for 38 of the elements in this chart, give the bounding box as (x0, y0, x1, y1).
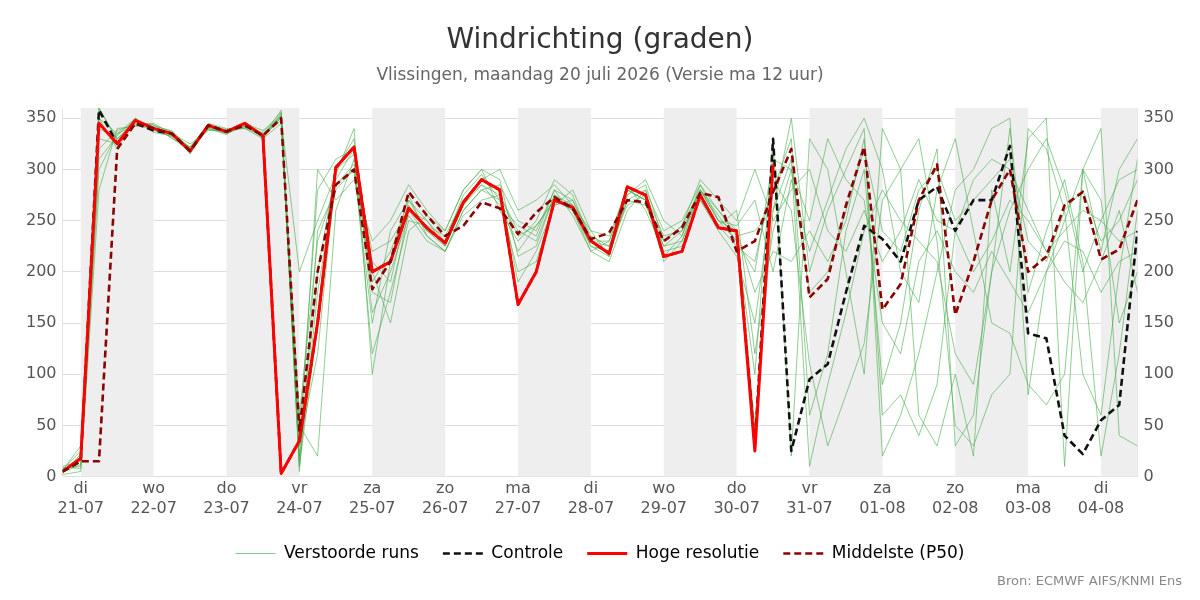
chart-subtitle: Vlissingen, maandag 20 juli 2026 (Versie ma 12 uur) (376, 64, 824, 85)
x-tick-label: do 30-07 (713, 478, 760, 517)
y2-tick-label: 200 (1143, 260, 1175, 280)
chart-title: Windrichting (graden) (446, 22, 754, 56)
x-tick-label: wo 22-07 (130, 478, 177, 517)
x-tick-label: di 04-08 (1077, 478, 1125, 517)
y-tick-label: 200 (25, 260, 57, 280)
y2-tick-label: 300 (1143, 158, 1175, 178)
y-tick-label: 150 (25, 312, 57, 332)
legend-label: Verstoorde runs (284, 541, 419, 562)
x-tick-label: di 21-07 (57, 478, 105, 517)
legend-label: Hoge resolutie (635, 541, 760, 562)
y2-tick-label: 150 (1143, 312, 1175, 332)
legend-label: Middelste (P50) (831, 541, 965, 562)
y-tick-label: 100 (25, 363, 57, 383)
y2-tick-label: 0 (1143, 465, 1154, 485)
y2-tick-label: 100 (1143, 363, 1175, 383)
y-tick-label: 350 (25, 107, 57, 127)
x-tick-label: vr 24-07 (276, 478, 323, 517)
x-tick-label: za 01-08 (859, 478, 906, 517)
x-tick-label: do 23-07 (203, 478, 250, 517)
y-tick-label: 50 (36, 414, 57, 434)
x-tick-label: ma 27-07 (494, 478, 542, 517)
y-tick-label: 250 (25, 209, 57, 229)
x-tick-label: zo 02-08 (932, 478, 979, 517)
y2-tick-label: 50 (1143, 414, 1164, 434)
x-tick-label: zo 26-07 (421, 478, 469, 517)
text: Bron: ECMWF AIFS/KNMI Ens (997, 573, 1182, 588)
legend-label: Controle (491, 541, 564, 562)
y2-tick-label: 250 (1143, 209, 1175, 229)
y-tick-label: 300 (25, 158, 57, 178)
x-tick-label: di 28-07 (567, 478, 615, 517)
x-tick-label: wo 29-07 (640, 478, 688, 517)
x-tick-label: za 25-07 (349, 478, 396, 517)
x-tick-label: vr 31-07 (786, 478, 833, 517)
x-tick-label: ma 03-08 (1004, 478, 1052, 517)
y2-tick-label: 350 (1143, 107, 1175, 127)
y-tick-label: 0 (46, 465, 57, 485)
